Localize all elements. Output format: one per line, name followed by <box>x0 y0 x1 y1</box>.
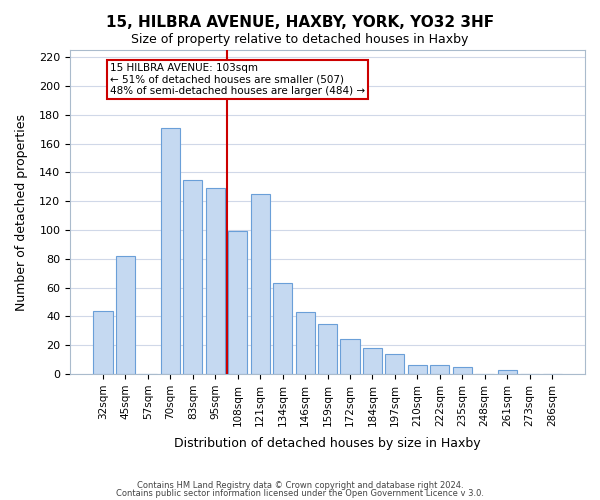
Bar <box>161 128 180 374</box>
Bar <box>340 340 359 374</box>
Bar <box>385 354 404 374</box>
Bar <box>94 310 113 374</box>
Bar <box>273 284 292 374</box>
Bar <box>408 366 427 374</box>
Text: Size of property relative to detached houses in Haxby: Size of property relative to detached ho… <box>131 32 469 46</box>
Text: 15, HILBRA AVENUE, HAXBY, YORK, YO32 3HF: 15, HILBRA AVENUE, HAXBY, YORK, YO32 3HF <box>106 15 494 30</box>
Bar <box>116 256 135 374</box>
Bar <box>430 366 449 374</box>
Bar <box>251 194 270 374</box>
Bar <box>296 312 314 374</box>
Bar <box>497 370 517 374</box>
Bar <box>228 232 247 374</box>
Bar <box>206 188 225 374</box>
Bar <box>363 348 382 374</box>
Text: Contains HM Land Registry data © Crown copyright and database right 2024.: Contains HM Land Registry data © Crown c… <box>137 481 463 490</box>
X-axis label: Distribution of detached houses by size in Haxby: Distribution of detached houses by size … <box>174 437 481 450</box>
Bar <box>453 367 472 374</box>
Text: 15 HILBRA AVENUE: 103sqm
← 51% of detached houses are smaller (507)
48% of semi-: 15 HILBRA AVENUE: 103sqm ← 51% of detach… <box>110 63 365 96</box>
Bar <box>318 324 337 374</box>
Text: Contains public sector information licensed under the Open Government Licence v : Contains public sector information licen… <box>116 488 484 498</box>
Bar <box>183 180 202 374</box>
Y-axis label: Number of detached properties: Number of detached properties <box>15 114 28 310</box>
